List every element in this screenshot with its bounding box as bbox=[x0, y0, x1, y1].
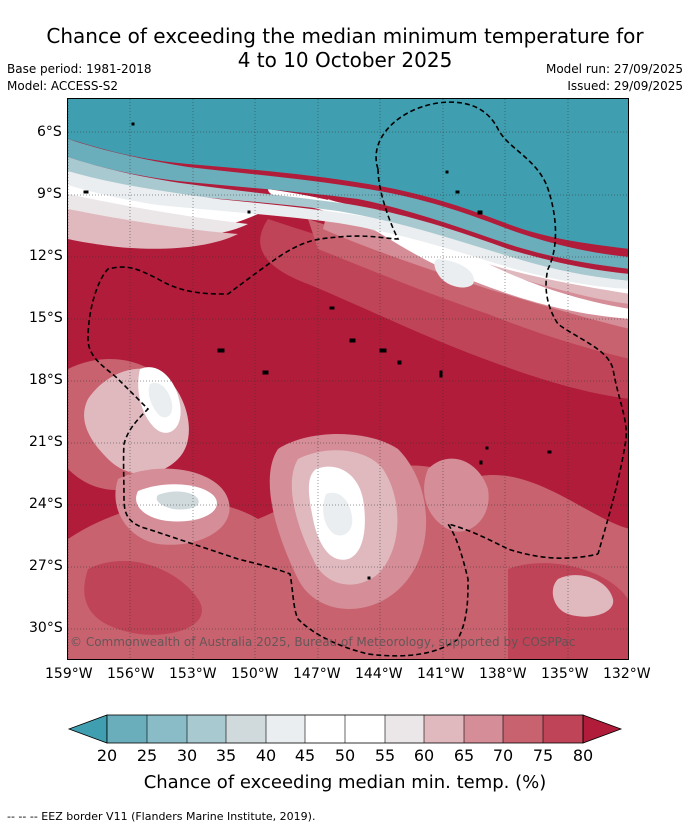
lat-label-15s: 15°S bbox=[29, 310, 63, 326]
map-title-line1: Chance of exceeding the median minimum t… bbox=[46, 24, 644, 48]
lon-label-138w: 138°W bbox=[479, 666, 527, 682]
colorbar-high-arrow bbox=[582, 714, 623, 744]
lat-label-18s: 18°S bbox=[29, 372, 63, 388]
lon-label-144w: 144°W bbox=[355, 666, 403, 682]
lon-label-159w: 159°W bbox=[45, 666, 93, 682]
band-20-25 bbox=[68, 139, 628, 269]
lon-label-156w: 156°W bbox=[107, 666, 155, 682]
colorbar-tick-70: 70 bbox=[492, 746, 514, 765]
map-svg bbox=[68, 99, 628, 659]
colorbar-tick-20: 20 bbox=[96, 746, 118, 765]
colorbar-tick-35: 35 bbox=[215, 746, 237, 765]
eez-border-mid bbox=[87, 168, 599, 657]
lon-label-141w: 141°W bbox=[417, 666, 465, 682]
model-run-label: Model run: 27/09/2025 bbox=[545, 62, 683, 76]
lon-label-132w: 132°W bbox=[603, 666, 651, 682]
colorbar-tick-50: 50 bbox=[334, 746, 356, 765]
lon-label-147w: 147°W bbox=[293, 666, 341, 682]
islands bbox=[83, 122, 552, 580]
map-title-line2: 4 to 10 October 2025 bbox=[237, 48, 453, 72]
base-period-label: Base period: 1981-2018 bbox=[7, 62, 152, 76]
band-60-65-left bbox=[68, 209, 238, 249]
lat-label-6s: 6°S bbox=[37, 124, 62, 140]
colorbar-tick-25: 25 bbox=[136, 746, 158, 765]
lat-label-27s: 27°S bbox=[29, 558, 63, 574]
band-40-45 bbox=[434, 259, 474, 288]
model-label: Model: ACCESS-S2 bbox=[7, 79, 119, 93]
colorbar-tick-60: 60 bbox=[413, 746, 435, 765]
colorbar-title: Chance of exceeding median min. temp. (%… bbox=[143, 772, 547, 793]
colorbar-tick-55: 55 bbox=[374, 746, 396, 765]
region-south-75-80 bbox=[84, 560, 202, 635]
lat-label-21s: 21°S bbox=[29, 434, 63, 450]
lat-label-24s: 24°S bbox=[29, 496, 63, 512]
band-below-20 bbox=[68, 99, 628, 249]
band-40-45-north bbox=[68, 171, 628, 289]
region-right-65-70 bbox=[424, 458, 489, 532]
region-central-40-45 bbox=[323, 492, 353, 536]
colorbar-tick-45: 45 bbox=[294, 746, 316, 765]
lat-label-12s: 12°S bbox=[29, 248, 63, 264]
colorbar-tick-65: 65 bbox=[453, 746, 475, 765]
eez-footnote: -- -- -- EEZ border V11 (Flanders Marine… bbox=[7, 810, 316, 823]
region-left-40-45 bbox=[148, 382, 173, 418]
lat-label-30s: 30°S bbox=[29, 620, 63, 636]
graticule bbox=[68, 99, 628, 659]
eez-borders bbox=[87, 101, 628, 657]
colorbar-tick-40: 40 bbox=[255, 746, 277, 765]
lat-label-9s: 9°S bbox=[37, 186, 62, 202]
lon-label-150w: 150°W bbox=[231, 666, 279, 682]
colorbar-tick-80: 80 bbox=[572, 746, 594, 765]
band-75-80 bbox=[260, 219, 628, 399]
lon-label-135w: 135°W bbox=[541, 666, 589, 682]
issued-label: Issued: 29/09/2025 bbox=[567, 79, 683, 93]
colorbar-tick-75: 75 bbox=[532, 746, 554, 765]
colorbar-tick-30: 30 bbox=[176, 746, 198, 765]
colorbar-low-arrow bbox=[67, 714, 108, 744]
eez-border-north bbox=[375, 101, 628, 555]
map-panel bbox=[67, 98, 629, 660]
map-copyright: © Commonwealth of Australia 2025, Bureau… bbox=[70, 635, 576, 649]
lon-label-153w: 153°W bbox=[169, 666, 217, 682]
